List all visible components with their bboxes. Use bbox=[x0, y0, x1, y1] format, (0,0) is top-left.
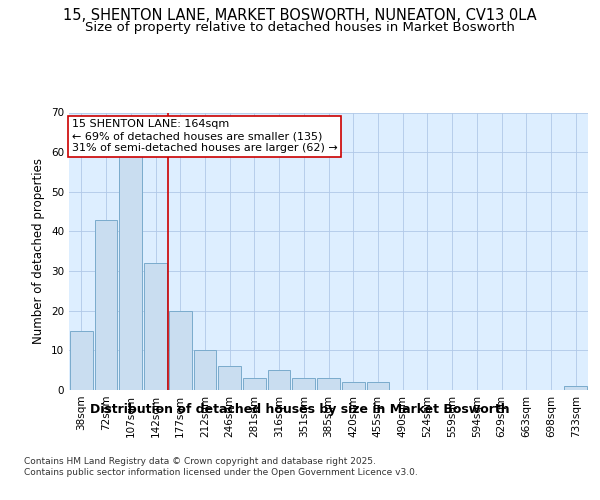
Text: Distribution of detached houses by size in Market Bosworth: Distribution of detached houses by size … bbox=[90, 402, 510, 415]
Bar bbox=[194, 350, 216, 390]
Text: 15, SHENTON LANE, MARKET BOSWORTH, NUNEATON, CV13 0LA: 15, SHENTON LANE, MARKET BOSWORTH, NUNEA… bbox=[63, 8, 537, 22]
Bar bbox=[243, 378, 266, 390]
Text: Size of property relative to detached houses in Market Bosworth: Size of property relative to detached ho… bbox=[85, 21, 515, 34]
Bar bbox=[317, 378, 340, 390]
Bar bbox=[268, 370, 290, 390]
Bar bbox=[119, 156, 142, 390]
Bar bbox=[292, 378, 315, 390]
Bar bbox=[218, 366, 241, 390]
Y-axis label: Number of detached properties: Number of detached properties bbox=[32, 158, 46, 344]
Text: Contains HM Land Registry data © Crown copyright and database right 2025.
Contai: Contains HM Land Registry data © Crown c… bbox=[24, 458, 418, 477]
Bar bbox=[564, 386, 587, 390]
Bar bbox=[95, 220, 118, 390]
Text: 15 SHENTON LANE: 164sqm
← 69% of detached houses are smaller (135)
31% of semi-d: 15 SHENTON LANE: 164sqm ← 69% of detache… bbox=[71, 120, 337, 152]
Bar bbox=[70, 330, 93, 390]
Bar bbox=[367, 382, 389, 390]
Bar bbox=[342, 382, 365, 390]
Bar bbox=[144, 263, 167, 390]
Bar bbox=[169, 310, 191, 390]
